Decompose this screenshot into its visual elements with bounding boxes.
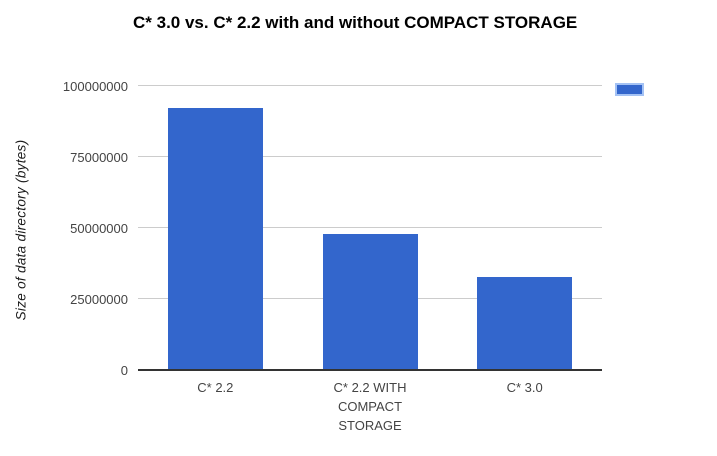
x-tick-label: C* 2.2 <box>197 380 234 395</box>
bar-3[interactable] <box>477 277 573 369</box>
y-tick-label: 100000000 <box>62 79 128 94</box>
chart-title: C* 3.0 vs. C* 2.2 with and without COMPA… <box>133 13 578 32</box>
x-axis-labels: C* 2.2 C* 2.2 WITH COMPACT STORAGE C* 3.0 <box>138 378 602 448</box>
legend-swatch[interactable] <box>615 83 644 96</box>
gridline <box>138 227 602 228</box>
y-tick-label: 75000000 <box>70 150 128 165</box>
plot-area <box>138 85 602 371</box>
y-axis-labels: 0 25000000 50000000 75000000 100000000 <box>0 79 128 378</box>
x-tick-label: C* 3.0 <box>506 380 543 395</box>
y-tick-label: 25000000 <box>70 292 128 307</box>
bar-2[interactable] <box>322 234 418 369</box>
gridline <box>138 85 602 86</box>
y-tick-label: 0 <box>120 363 128 378</box>
y-tick-label: 50000000 <box>70 221 128 236</box>
gridline <box>138 156 602 157</box>
x-tick-label: C* 2.2 WITH COMPACT STORAGE <box>333 380 407 433</box>
bar-1[interactable] <box>167 108 263 369</box>
